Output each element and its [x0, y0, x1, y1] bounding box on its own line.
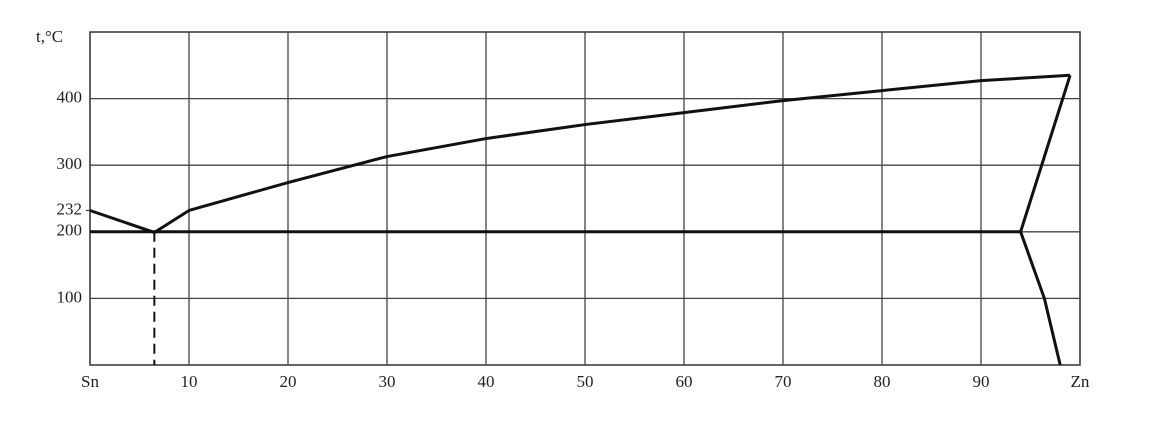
x-tick-label: 40 [478, 372, 495, 391]
x-tick-label: 10 [181, 372, 198, 391]
x-tick-label: 50 [577, 372, 594, 391]
x-tick-label: 90 [973, 372, 990, 391]
x-tick-label: 60 [676, 372, 693, 391]
x-tick-label: 20 [280, 372, 297, 391]
y-annotation: 232 [57, 199, 83, 218]
phase-boundary [1019, 74, 1072, 366]
x-tick-label: 80 [874, 372, 891, 391]
y-tick-label: 200 [57, 221, 83, 240]
y-tick-label: 100 [57, 287, 83, 306]
phase-boundary [153, 73, 1071, 234]
x-tick-label: Sn [81, 372, 99, 391]
y-tick-label: 400 [57, 88, 83, 107]
y-tick-label: 300 [57, 154, 83, 173]
x-tick-label: Zn [1071, 372, 1090, 391]
y-axis-label: t,°C [36, 27, 63, 46]
x-tick-label: 30 [379, 372, 396, 391]
x-tick-label: 70 [775, 372, 792, 391]
phase-boundary [89, 209, 155, 234]
